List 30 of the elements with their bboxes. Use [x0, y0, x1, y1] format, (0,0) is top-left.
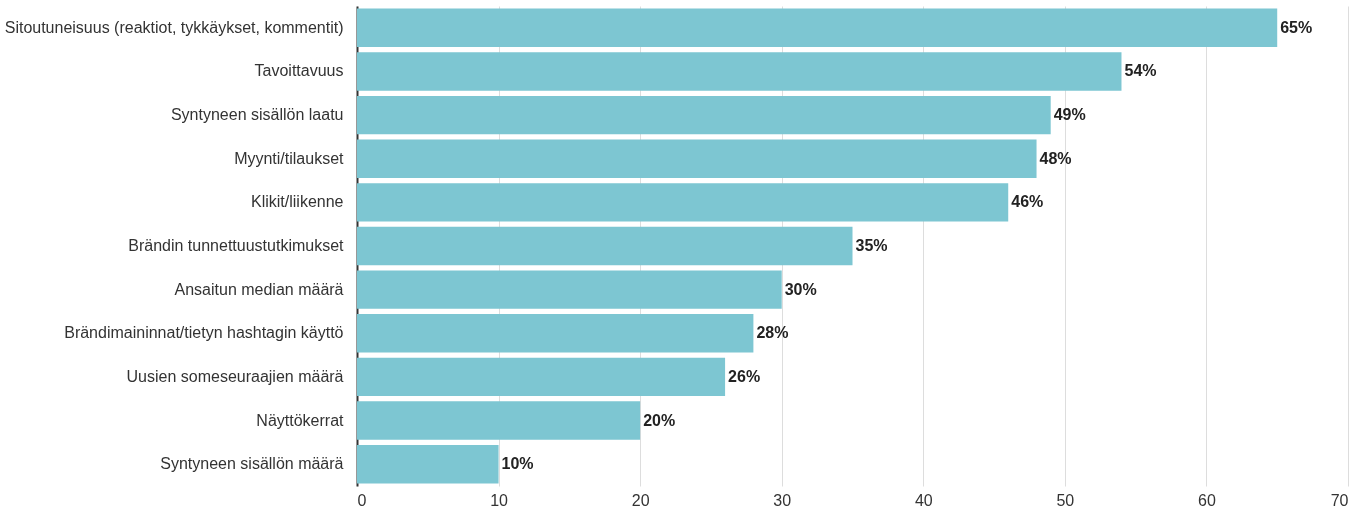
x-tick-label: 70: [1330, 491, 1349, 509]
data-label: 30%: [784, 280, 817, 298]
y-tick-label: Syntyneen sisällön laatu: [170, 106, 344, 124]
y-tick-label: Brändin tunnettuustutkimukset: [128, 237, 345, 254]
data-label: 54%: [1124, 62, 1157, 80]
x-tick-label: 50: [1056, 491, 1075, 509]
y-tick-label: Ansaitun median määrä: [174, 280, 344, 298]
x-tick-label: 40: [914, 491, 933, 509]
x-tick-label: 60: [1198, 491, 1216, 509]
y-tick-label: Brändimaininnat/tietyn hashtagin käyttö: [64, 324, 344, 342]
data-label: 20%: [643, 411, 676, 429]
y-tick-label: Syntyneen sisällön määrä: [160, 455, 344, 473]
data-label: 35%: [855, 237, 888, 254]
x-tick-label: 20: [631, 491, 650, 509]
data-label: 28%: [756, 324, 789, 342]
y-tick-label: Klikit/liikenne: [251, 193, 344, 211]
data-label: 49%: [1053, 106, 1086, 124]
data-label: 46%: [1011, 193, 1044, 211]
y-tick-label: Uusien someseuraajien määrä: [126, 367, 344, 385]
x-tick-label: 30: [773, 491, 792, 509]
data-label: 26%: [728, 367, 761, 385]
y-tick-label: Näyttökerrat: [256, 411, 345, 429]
y-tick-label: Myynti/tilaukset: [234, 149, 345, 167]
x-tick-label: 0: [357, 491, 367, 509]
y-tick-label: Sitoutuneisuus (reaktiot, tykkäykset, kommentit): [4, 18, 344, 36]
data-label: 48%: [1039, 149, 1072, 167]
y-tick-label: Tavoittavuus: [254, 62, 344, 80]
data-label: 10%: [501, 455, 534, 473]
x-tick-label: 10: [490, 491, 509, 509]
data-label: 65%: [1280, 18, 1313, 36]
